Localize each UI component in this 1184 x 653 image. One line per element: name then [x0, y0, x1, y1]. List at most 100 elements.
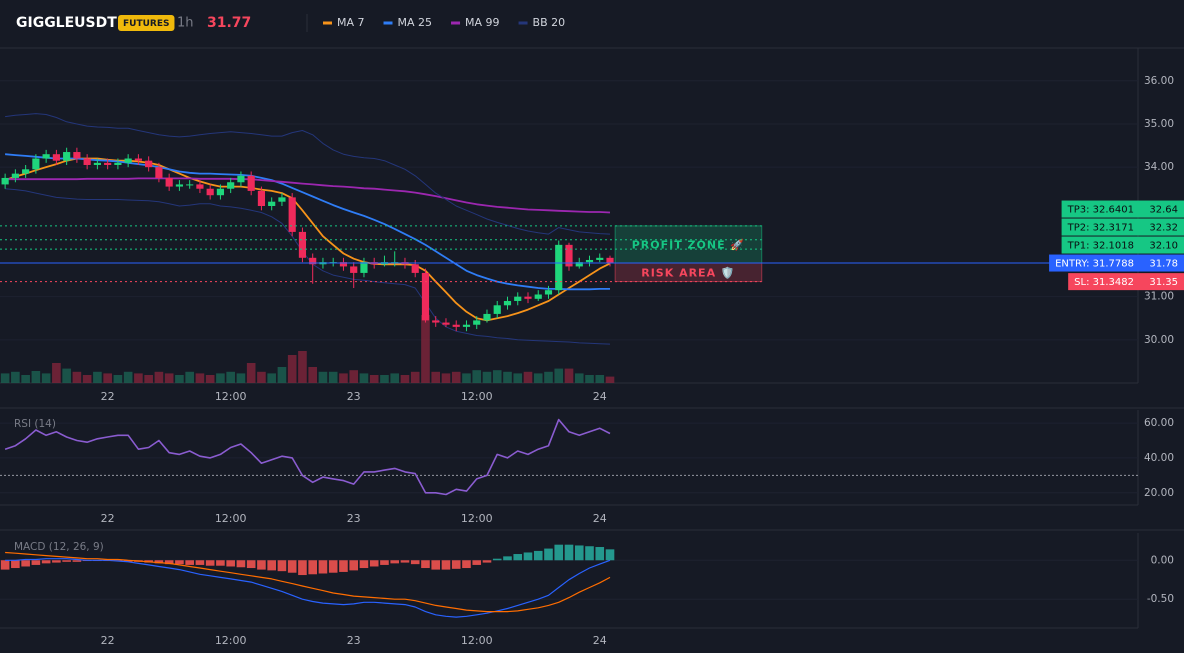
volume-bar: [585, 375, 594, 383]
volume-bar: [574, 373, 584, 383]
volume-bar: [400, 375, 410, 383]
level-tag-label: TP1: 32.1018: [1067, 241, 1134, 252]
last-price: 31.77: [207, 15, 251, 31]
candle-body: [93, 162, 101, 165]
volume-bar: [380, 375, 389, 383]
level-tag-label: TP3: 32.6401: [1067, 205, 1134, 216]
volume-bar: [205, 375, 215, 383]
candle-body: [473, 320, 481, 325]
candle-body: [298, 231, 307, 258]
ma-line: [5, 153, 610, 291]
macd-histogram-bar: [185, 560, 194, 565]
level-tag-bg: [1061, 218, 1138, 236]
macd-histogram-bar: [52, 560, 61, 563]
macd-histogram-bar: [544, 548, 553, 561]
candle-body: [134, 158, 142, 161]
macd-histogram-bar: [154, 560, 164, 564]
level-tag-label: SL: 31.3482: [1074, 277, 1134, 288]
macd-histogram-bar: [339, 560, 348, 572]
level-tag: TP1: 32.1018 32.10: [1061, 236, 1184, 254]
macd-histogram-bar: [62, 560, 71, 562]
x-tick-label: 12:00: [215, 390, 247, 403]
volume-bar: [298, 351, 307, 383]
candle-body: [575, 262, 583, 267]
y-tick-label: 0.00: [1151, 554, 1174, 566]
volume-bar: [41, 373, 51, 383]
volume-bar: [93, 371, 102, 383]
macd-histogram-bar: [441, 560, 451, 570]
candle-body: [350, 266, 358, 273]
volume-bar: [513, 373, 523, 383]
volume-bar: [482, 371, 492, 383]
legend-label: MA 99: [465, 16, 500, 29]
candle-body: [206, 188, 214, 196]
price-tag-label: 32.10: [1149, 241, 1178, 252]
level-tag: SL: 31.3482 31.35: [1068, 273, 1184, 291]
macd-line: [5, 558, 611, 618]
level-tag-bg: [1061, 236, 1138, 254]
pane-title: RSI (14): [14, 418, 56, 430]
y-tick-label: 40.00: [1144, 452, 1174, 464]
macd-histogram-bar: [462, 560, 471, 569]
macd-histogram-bar: [513, 554, 523, 561]
candle-body: [22, 169, 30, 174]
macd-histogram-bar: [349, 560, 359, 571]
volume-bar: [175, 375, 184, 383]
volume-bar: [154, 371, 164, 383]
macd-histogram-bar: [421, 560, 430, 569]
level-tag-bg: [1049, 254, 1138, 272]
volume-bar: [328, 371, 338, 383]
candle-body: [339, 262, 348, 267]
bb-upper: [5, 113, 611, 235]
price-tag-bg: [1138, 254, 1184, 272]
candle-body: [268, 201, 276, 207]
volume-bar: [308, 367, 317, 383]
candle-body: [493, 305, 501, 314]
macd-line: [5, 551, 611, 613]
macd-histogram-bar: [267, 560, 276, 571]
y-tick-label: -0.50: [1147, 593, 1174, 605]
legend-label: MA 7: [337, 16, 365, 29]
candle-body: [483, 313, 491, 321]
y-tick-label: 60.00: [1144, 417, 1174, 429]
header: GIGGLEUSDT FUTURES 1h 31.77: [16, 14, 308, 32]
price-tag-label: 32.32: [1149, 223, 1178, 234]
macd-histogram-bar: [533, 550, 543, 561]
macd-histogram-bar: [492, 558, 502, 561]
macd-histogram-bar: [595, 547, 605, 561]
candle-body: [73, 152, 81, 159]
volume-bar: [595, 375, 605, 383]
candle-body: [11, 173, 19, 178]
symbol: GIGGLEUSDT: [16, 15, 117, 31]
x-tick-label: 22: [101, 390, 115, 403]
candle-body: [421, 272, 430, 321]
y-tick-label: 34.00: [1144, 161, 1174, 173]
candle-body: [534, 294, 542, 299]
macd-histogram-bar: [574, 545, 584, 561]
candle-body: [257, 190, 266, 207]
candle-body: [360, 262, 368, 273]
candle-body: [503, 300, 512, 306]
macd-histogram-bar: [400, 560, 410, 563]
macd-histogram-bar: [390, 560, 400, 564]
volume-bar: [359, 373, 369, 383]
volume-bar: [216, 373, 225, 383]
legend-label: MA 25: [398, 16, 433, 29]
y-tick-label: 20.00: [1144, 487, 1174, 499]
candle-body: [42, 154, 50, 159]
level-tag-bg: [1068, 273, 1138, 291]
candle-body: [175, 184, 184, 187]
macd-histogram-bar: [287, 560, 297, 573]
x-tick-label: 22: [101, 512, 115, 525]
volume-bar: [164, 373, 174, 383]
x-tick-label: 12:00: [215, 512, 247, 525]
macd-histogram-bar: [216, 560, 225, 566]
candle-body: [237, 175, 245, 183]
x-tick-label: 23: [347, 512, 361, 525]
candle-body: [63, 152, 71, 161]
price-tag-bg: [1138, 273, 1184, 291]
macd-histogram-bar: [482, 560, 492, 563]
level-tag: ENTRY: 31.7788 31.78: [1049, 254, 1184, 272]
x-tick-label: 22: [101, 634, 115, 647]
